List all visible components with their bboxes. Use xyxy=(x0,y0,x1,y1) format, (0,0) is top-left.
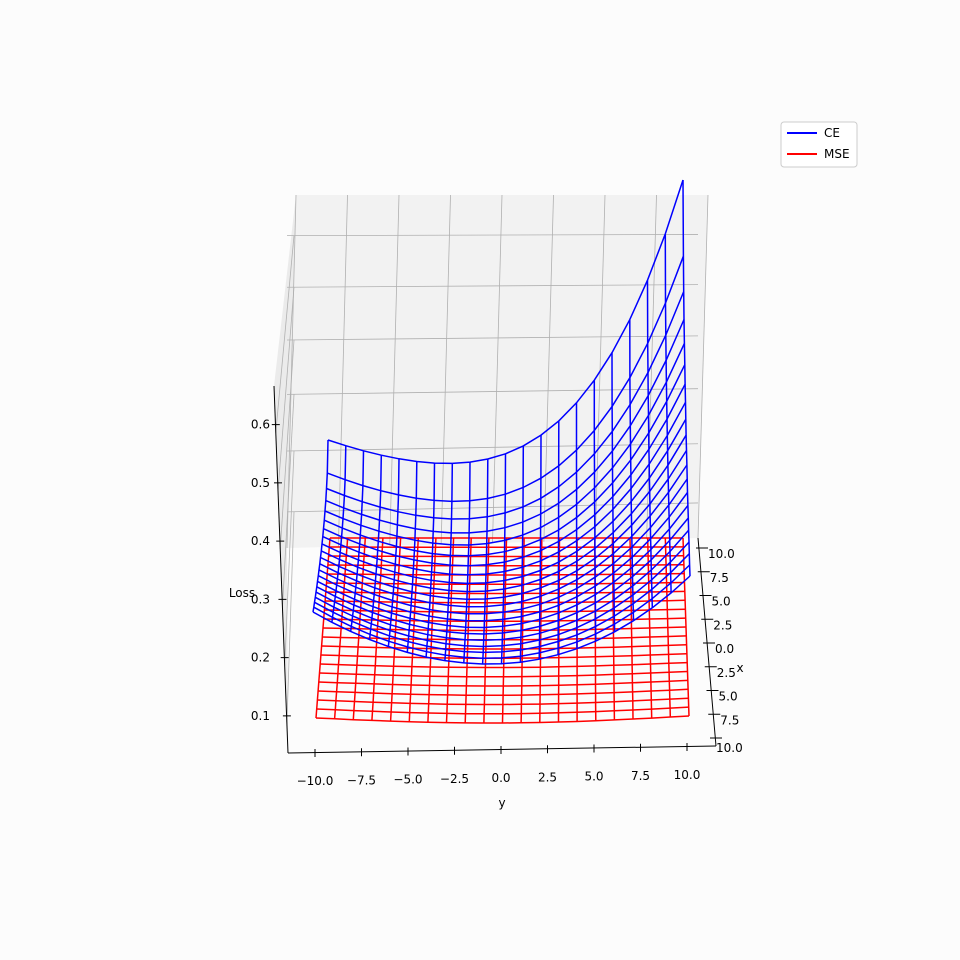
grid-line xyxy=(277,287,295,491)
ce-wire xyxy=(629,319,635,621)
mse-wire xyxy=(325,599,686,604)
mse-wire xyxy=(327,563,684,567)
grid-line xyxy=(492,194,503,544)
ce-wire xyxy=(312,439,329,613)
mse-wire xyxy=(320,661,688,669)
grid-line xyxy=(286,511,295,724)
x-tick-label: 2.5 xyxy=(717,666,736,680)
x-tick-label: 5.0 xyxy=(719,690,738,704)
mse-wire xyxy=(315,715,690,724)
ce-wire xyxy=(349,450,365,632)
y-tick-label: 7.5 xyxy=(631,769,650,783)
grid-line xyxy=(275,235,295,433)
mse-wire xyxy=(317,697,689,706)
legend-label-mse: MSE xyxy=(824,147,850,161)
ce-wire xyxy=(406,461,418,653)
axes-panes xyxy=(274,195,708,753)
grid-lines xyxy=(275,194,709,724)
axis-lines xyxy=(273,385,717,754)
grid-line xyxy=(279,339,295,550)
z-tick-label: 0.5 xyxy=(251,476,270,490)
grid-line xyxy=(646,194,657,540)
ce-wire xyxy=(538,435,542,660)
mse-wire xyxy=(328,555,684,558)
z-axis-label: Loss xyxy=(229,586,255,600)
grid-line xyxy=(389,194,400,546)
mse-wire xyxy=(316,706,689,715)
grid-line xyxy=(543,194,554,542)
y-tick-label: 2.5 xyxy=(538,770,557,784)
y-tick-label: −7.5 xyxy=(347,773,376,787)
mse-wire xyxy=(318,688,689,697)
x-axis-line xyxy=(697,537,717,747)
ce-wire xyxy=(682,179,691,577)
legend-label-ce: CE xyxy=(824,126,840,140)
x-tick-label: 5.0 xyxy=(712,595,731,609)
ce-wireframe xyxy=(312,179,691,665)
x-tick-label: 10.0 xyxy=(716,741,743,755)
z-tick-label: 0.4 xyxy=(251,534,270,548)
y-tick-label: −5.0 xyxy=(393,773,422,787)
ce-wire xyxy=(481,458,489,665)
y-tick-label: 5.0 xyxy=(584,770,603,784)
grid-line xyxy=(594,194,606,541)
ce-wire xyxy=(463,462,471,663)
grid-line xyxy=(282,394,295,608)
y-tick-label: −2.5 xyxy=(440,772,469,786)
ce-wire xyxy=(368,455,383,640)
grid-line xyxy=(440,194,451,545)
ce-wire xyxy=(500,453,507,664)
z-axis-line xyxy=(273,385,289,754)
legend: CE MSE xyxy=(780,121,858,168)
mse-wire xyxy=(327,572,685,576)
y-tick-label: 10.0 xyxy=(674,768,701,782)
grid-line xyxy=(286,234,699,237)
x-tick-label: 7.5 xyxy=(720,713,739,727)
mse-wire xyxy=(319,670,688,678)
x-axis-label: x xyxy=(736,661,743,675)
grid-line xyxy=(286,284,699,288)
y-axis-line xyxy=(287,745,717,754)
x-tick-label: 10.0 xyxy=(708,547,735,561)
tick-marks-and-labels: −10.0 −7.5 −5.0 −2.5 0.0 2.5 5.0 7.5 10.0 10.0 7.5… xyxy=(251,418,743,788)
z-tick-label: 0.6 xyxy=(251,418,270,432)
ce-wire xyxy=(664,233,672,593)
x-tick-label: 2.5 xyxy=(713,618,732,632)
x-tick-label: 7.5 xyxy=(710,571,729,585)
ce-wire xyxy=(387,458,400,647)
y-tick-label: −10.0 xyxy=(297,774,334,788)
ce-wire xyxy=(646,280,654,608)
y-tick-label: 0.0 xyxy=(491,771,510,785)
ce-wire xyxy=(444,463,454,661)
ce-wire xyxy=(593,380,597,642)
z-tick-label: 0.2 xyxy=(251,651,270,665)
z-tick-label: 0.1 xyxy=(251,709,270,723)
ce-wire xyxy=(331,445,347,623)
mse-wire xyxy=(321,644,687,650)
x-tick-label: 0.0 xyxy=(715,642,734,656)
mse-wire xyxy=(322,626,687,632)
ce-wire xyxy=(557,420,560,655)
ce-wire xyxy=(425,463,436,658)
ce-wire xyxy=(519,445,525,663)
grid-line xyxy=(337,194,348,547)
ce-wire xyxy=(611,352,616,632)
mse-wire xyxy=(318,679,688,687)
z-tick-label: 0.3 xyxy=(251,592,270,606)
grid-line xyxy=(284,450,295,666)
y-axis-label: y xyxy=(498,796,505,810)
mse-wire xyxy=(323,617,686,623)
grid-line xyxy=(697,194,709,539)
